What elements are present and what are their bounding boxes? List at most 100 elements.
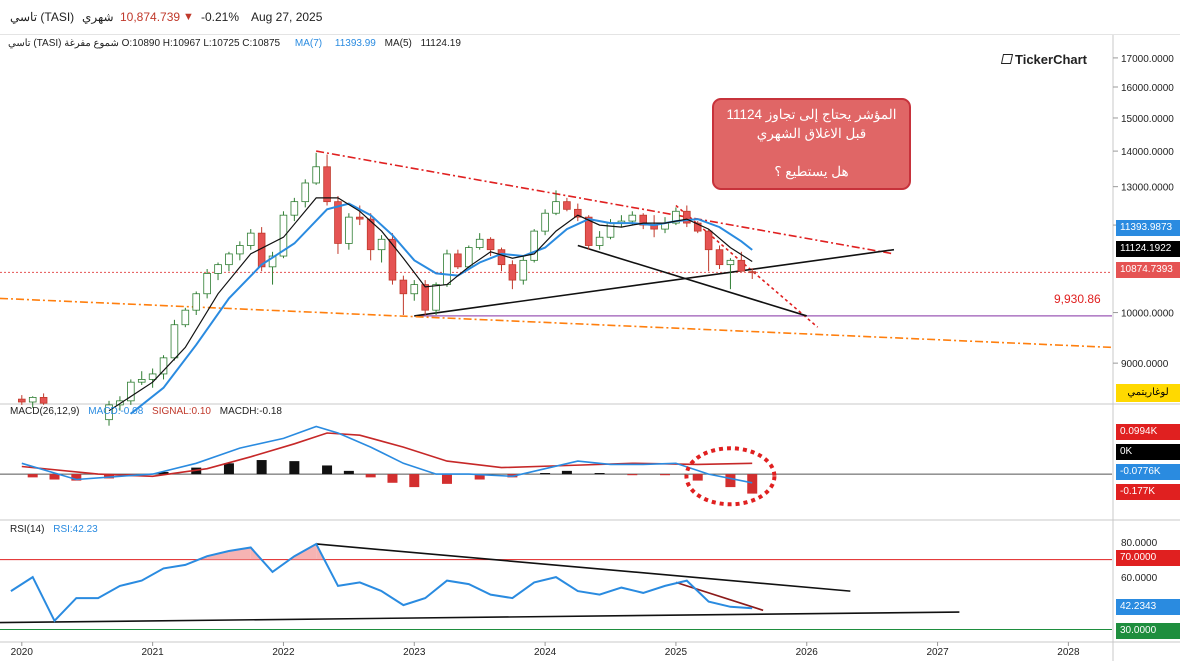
period-selector[interactable]: شهري	[82, 10, 114, 24]
candle	[704, 230, 713, 251]
candle	[497, 249, 506, 266]
rsi-value: RSI:42.23	[53, 524, 98, 535]
candle	[421, 284, 429, 311]
candle	[443, 253, 451, 286]
rsi-title: RSI(14)	[10, 524, 45, 535]
candle	[454, 253, 462, 268]
macd-value: MACD:-0.08	[88, 406, 144, 417]
candle	[116, 400, 124, 406]
x-tick-label: 2024	[534, 647, 557, 658]
macd-histogram-bar	[561, 470, 572, 475]
macd-chart[interactable]	[0, 425, 1112, 507]
ma5-line	[108, 197, 753, 412]
candle	[672, 210, 680, 224]
candle	[595, 236, 604, 246]
candle	[323, 166, 331, 203]
macd-histogram-bar	[158, 471, 169, 475]
down-triangle-icon: ▼	[183, 11, 194, 23]
trendline-support	[414, 248, 895, 317]
y-tick-label: 16000.0000	[1121, 83, 1174, 94]
candle	[508, 264, 517, 281]
x-tick-label: 2027	[926, 647, 949, 658]
price-chart[interactable]	[0, 150, 1113, 426]
level-annotation: 9,930.86	[1054, 292, 1101, 306]
candle	[127, 381, 135, 402]
candle	[475, 238, 484, 248]
macd-histogram-bar	[289, 461, 300, 475]
y-tick-label: 15000.0000	[1121, 114, 1174, 125]
macd-zero-label: 0K	[1116, 444, 1180, 460]
rsi-trendline	[316, 543, 851, 592]
candle	[246, 232, 255, 246]
annotation-callout[interactable]: المؤشر يحتاج إلى تجاوز 11124 قبل الاغلاق…	[712, 98, 911, 190]
brand-name: TickerChart	[1015, 52, 1088, 67]
ma7-label: MA(7)	[294, 38, 323, 49]
callout-line-3	[714, 143, 909, 162]
callout-line-1: المؤشر يحتاج إلى تجاوز 11124	[726, 107, 897, 122]
change-percent: -0.21%	[201, 10, 240, 24]
x-tick-label: 2028	[1057, 647, 1080, 658]
candle	[552, 201, 560, 214]
signal-value: SIGNAL:0.10	[152, 406, 211, 417]
brand-logo: TickerChart	[1000, 52, 1088, 67]
candle	[563, 201, 571, 210]
candle	[737, 259, 746, 272]
candle	[137, 379, 146, 383]
x-tick-label: 2022	[272, 647, 295, 658]
trendline-resistance	[316, 150, 895, 255]
macd-hist-label: -0.177K	[1116, 484, 1180, 500]
candle	[159, 357, 168, 375]
x-tick-label: 2020	[11, 647, 34, 658]
ohlc-info: تاسي (TASI) شموع مفرغة O:10890 H:10967 L…	[8, 38, 461, 49]
rsi-overbought-label: 70.0000	[1116, 550, 1180, 566]
rsi-oversold-label: 30.0000	[1116, 623, 1180, 639]
macd-histogram-bar	[223, 463, 234, 475]
macd-histogram-bar	[49, 474, 60, 480]
macd-histogram-bar	[540, 473, 551, 475]
macd-line	[21, 425, 753, 484]
quote-date: Aug 27, 2025	[251, 10, 323, 24]
candle	[181, 309, 190, 326]
candle	[715, 249, 724, 266]
ma7-price-label: 11393.9873	[1116, 220, 1180, 236]
candle	[334, 201, 342, 244]
ma5-value: 11124.19	[420, 38, 461, 49]
y-tick-label: 17000.0000	[1121, 54, 1174, 65]
candle	[345, 216, 353, 244]
macd-histogram-bar	[441, 474, 452, 484]
candle	[225, 253, 233, 266]
candle	[312, 166, 320, 184]
macd-histogram-bar	[692, 474, 703, 481]
candle	[726, 259, 735, 266]
candle	[268, 255, 277, 268]
macd-histogram-bar	[725, 474, 736, 488]
candle	[148, 373, 157, 380]
callout-line-2: قبل الاغلاق الشهري	[756, 126, 867, 141]
rsi-tick-label: 80.0000	[1121, 538, 1158, 549]
candle	[628, 214, 637, 222]
candle	[748, 271, 757, 274]
axes: 17000.0000 16000.0000 15000.0000 14000.0000…	[11, 54, 1175, 658]
x-tick-label: 2021	[142, 647, 165, 658]
candle	[388, 238, 397, 281]
rsi-legend: RSI(14) RSI:42.23	[10, 524, 98, 535]
candle	[574, 208, 582, 218]
candle	[18, 398, 26, 403]
last-price-label: 10874.7393	[1116, 262, 1180, 278]
x-tick-label: 2023	[403, 647, 426, 658]
macd-histogram-bar	[104, 474, 115, 479]
candle	[105, 404, 113, 421]
symbol-name[interactable]: تاسي (TASI)	[10, 10, 75, 24]
macd-histogram-bar	[660, 474, 671, 476]
ma7-value: 11393.99	[334, 38, 376, 49]
candle	[39, 396, 48, 404]
candle	[584, 216, 593, 246]
tickerchart-logo-icon	[1000, 54, 1014, 64]
candle	[541, 212, 549, 232]
candle	[192, 293, 201, 311]
trendline-support	[577, 244, 807, 317]
candle	[290, 201, 299, 216]
log-scale-toggle[interactable]: لوغاريتمي	[1116, 384, 1180, 402]
rsi-chart[interactable]	[0, 542, 1112, 631]
last-price: 10,874.739	[120, 10, 181, 24]
